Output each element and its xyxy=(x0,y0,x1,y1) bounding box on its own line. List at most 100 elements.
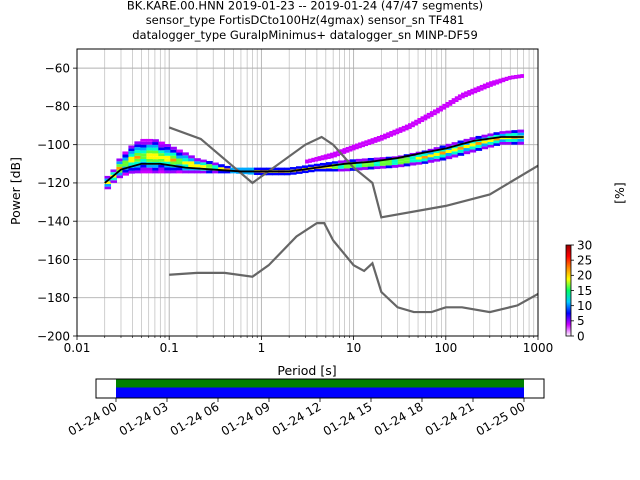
psd-heat-cell xyxy=(487,141,495,145)
psd-heat-cell xyxy=(307,169,315,173)
psd-heat-cell xyxy=(152,159,159,162)
psd-heat-cell xyxy=(164,152,171,156)
psd-heat-cell xyxy=(373,160,381,164)
psd-heat-cell xyxy=(445,156,453,160)
psd-heat-cell xyxy=(451,148,459,152)
psd-heat-cell xyxy=(152,167,159,171)
psd-heat-cell xyxy=(505,130,513,134)
psd-heat-cell xyxy=(475,135,483,139)
psd-heat-cell xyxy=(140,150,147,154)
psd-heat-cell xyxy=(314,159,319,162)
psd-heat-cell xyxy=(236,167,243,171)
psd-heat-cell xyxy=(505,139,513,142)
psd-heat-cell xyxy=(122,160,129,164)
psd-heat-cell xyxy=(230,167,237,171)
psd-heat-cell xyxy=(278,172,285,176)
chart-title-line-2: sensor_type FortisDCto100Hz(4gmax) senso… xyxy=(146,13,465,27)
y-tick-label: −160 xyxy=(37,253,70,267)
y-tick-label: −200 xyxy=(37,329,70,343)
psd-heat-cell xyxy=(331,168,339,172)
psd-heat-cell xyxy=(206,164,213,168)
psd-heat-cell xyxy=(146,164,153,168)
psd-heat-cell xyxy=(345,149,350,153)
psd-heat-cell xyxy=(475,141,483,145)
psd-heat-cell xyxy=(451,142,459,146)
psd-heat-cell xyxy=(504,76,509,79)
psd-heat-cell xyxy=(505,133,513,137)
psd-heat-cell xyxy=(284,167,291,171)
psd-heat-cell xyxy=(326,156,331,159)
psd-heat-cell xyxy=(152,164,159,168)
psd-heat-cell xyxy=(320,155,325,158)
psd-heat-cell xyxy=(470,91,475,95)
psd-heat-cell xyxy=(176,158,183,162)
psd-heat-cell xyxy=(461,95,465,99)
psd-heat-cell xyxy=(463,138,471,142)
psd-heat-cell xyxy=(492,82,496,86)
psd-heat-cell xyxy=(358,142,362,146)
psd-heat-cell xyxy=(128,162,135,166)
psd-heat-cell xyxy=(445,101,450,105)
psd-heat-cell xyxy=(307,164,315,168)
psd-heat-cell xyxy=(266,167,273,171)
psd-heat-cell xyxy=(158,164,165,168)
psd-heat-cell xyxy=(188,155,195,159)
psd-heat-cell xyxy=(146,150,153,154)
psd-heat-cell xyxy=(367,166,375,170)
psd-heat-cell xyxy=(182,170,189,174)
psd-heat-cell xyxy=(146,156,153,160)
psd-heat-cell xyxy=(467,92,471,96)
psd-heat-cell xyxy=(348,148,353,152)
psd-heat-cell xyxy=(331,166,339,169)
psd-heat-cell xyxy=(367,139,372,143)
psd-heat-cell xyxy=(479,84,484,88)
psd-heat-cell xyxy=(463,148,471,152)
psd-heat-cell xyxy=(140,167,147,171)
y-tick-label: −180 xyxy=(37,291,70,305)
psd-heat-cell xyxy=(272,172,279,176)
psd-heat-cell xyxy=(499,131,507,134)
psd-heat-cell xyxy=(501,77,506,80)
psd-heat-cell xyxy=(188,158,195,162)
psd-heat-cell xyxy=(415,154,423,157)
psd-heat-cell xyxy=(415,156,423,160)
psd-heat-cell xyxy=(383,136,387,140)
psd-heat-cell xyxy=(426,112,431,116)
psd-heat-cell xyxy=(489,81,493,85)
psd-heat-cell xyxy=(176,155,183,159)
psd-heat-cell xyxy=(158,150,165,154)
psd-heat-cell xyxy=(333,151,337,155)
psd-heat-cell xyxy=(110,177,118,181)
psd-heat-cell xyxy=(146,159,153,162)
psd-heat-cell xyxy=(403,160,411,164)
psd-heat-cell xyxy=(461,92,465,96)
psd-heat-cell xyxy=(421,158,429,162)
psd-heat-cell xyxy=(164,149,171,153)
psd-heat-cell xyxy=(254,172,261,176)
psd-heat-cell xyxy=(376,136,381,139)
psd-heat-cell xyxy=(426,115,431,119)
psd-heat-cell xyxy=(427,157,435,160)
psd-heat-cell xyxy=(358,145,362,149)
psd-heat-cell xyxy=(158,141,165,145)
psd-heat-cell xyxy=(361,141,365,145)
psd-heat-cell xyxy=(379,162,387,166)
psd-heat-cell xyxy=(188,161,195,165)
psd-heat-cell xyxy=(482,86,487,90)
psd-heat-cell xyxy=(487,144,495,148)
psd-heat-cell xyxy=(164,164,171,168)
psd-heat-cell xyxy=(301,170,309,174)
psd-heat-cell xyxy=(351,147,356,151)
psd-heat-cell xyxy=(146,153,153,157)
psd-heat-cell xyxy=(481,143,489,147)
psd-heat-cell xyxy=(411,124,415,128)
psd-heat-cell xyxy=(498,80,503,84)
psd-heat-cell xyxy=(391,164,399,168)
psd-heat-cell xyxy=(326,153,331,157)
psd-heat-cell xyxy=(164,167,171,171)
psd-heat-cell xyxy=(473,90,478,94)
psd-heat-cell xyxy=(433,147,441,151)
psd-heat-cell xyxy=(110,172,118,175)
